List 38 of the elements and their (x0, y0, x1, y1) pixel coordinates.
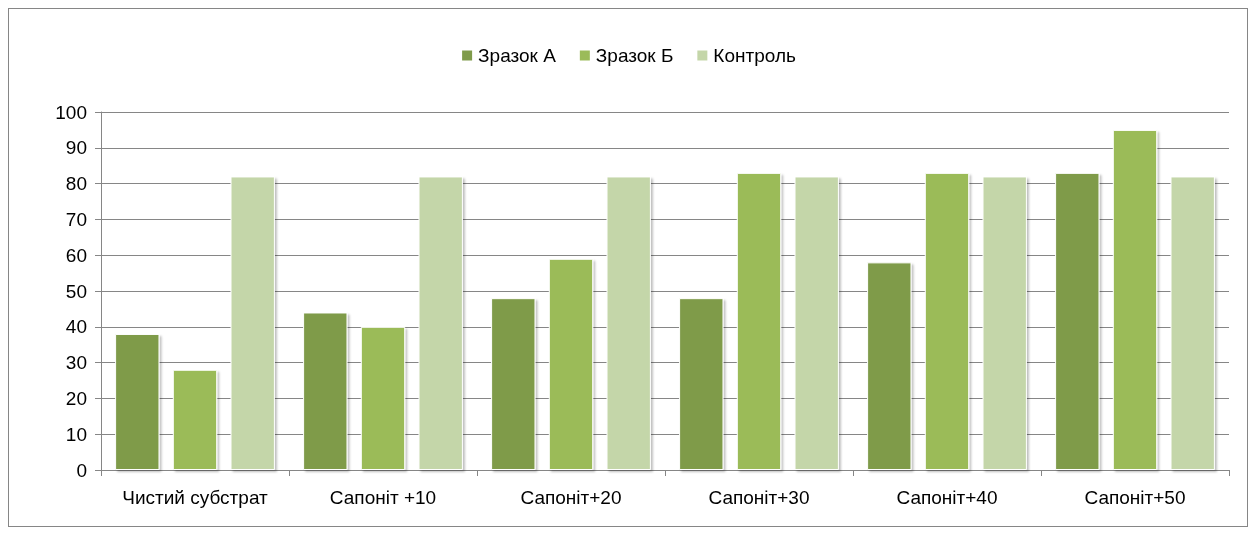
y-tick-label: 0 (76, 459, 87, 481)
bar (1170, 176, 1215, 470)
y-tick-label: 80 (65, 173, 87, 195)
y-tick-label: 70 (65, 208, 87, 230)
bar (794, 176, 839, 470)
bar (172, 369, 218, 470)
y-tick-label: 30 (65, 352, 87, 374)
y-tick-label: 10 (65, 423, 87, 445)
bar (1112, 129, 1158, 470)
x-tick-label: Сапоніт+20 (520, 487, 622, 508)
y-tick-label: 50 (65, 280, 87, 302)
bar (679, 298, 724, 470)
bar (924, 172, 970, 470)
y-tick-label: 60 (65, 244, 87, 266)
legend-label: Зразок Б (595, 45, 674, 66)
bar (360, 326, 406, 470)
x-tick-label: Сапоніт+50 (1084, 487, 1186, 508)
x-tick-label: Сапоніт+30 (708, 487, 810, 508)
bar (115, 333, 160, 470)
bar (982, 176, 1027, 470)
bar (736, 172, 782, 470)
legend-label: Зразок А (478, 45, 557, 66)
y-tick-label: 40 (65, 316, 87, 338)
bar (867, 262, 912, 470)
x-tick-label: Сапоніт+40 (896, 487, 998, 508)
y-tick-label: 100 (55, 101, 87, 123)
x-tick-label: Сапоніт +10 (329, 487, 437, 508)
bar (491, 298, 536, 470)
bar (303, 312, 348, 470)
y-tick-label: 90 (65, 137, 87, 159)
bar (230, 176, 275, 470)
bar (1055, 172, 1100, 470)
legend-label: Контроль (713, 45, 796, 66)
x-tick-label: Чистий субстрат (122, 487, 269, 508)
bar (606, 176, 651, 470)
y-tick-label: 20 (65, 387, 87, 409)
bar (548, 258, 594, 470)
bar (418, 176, 463, 470)
